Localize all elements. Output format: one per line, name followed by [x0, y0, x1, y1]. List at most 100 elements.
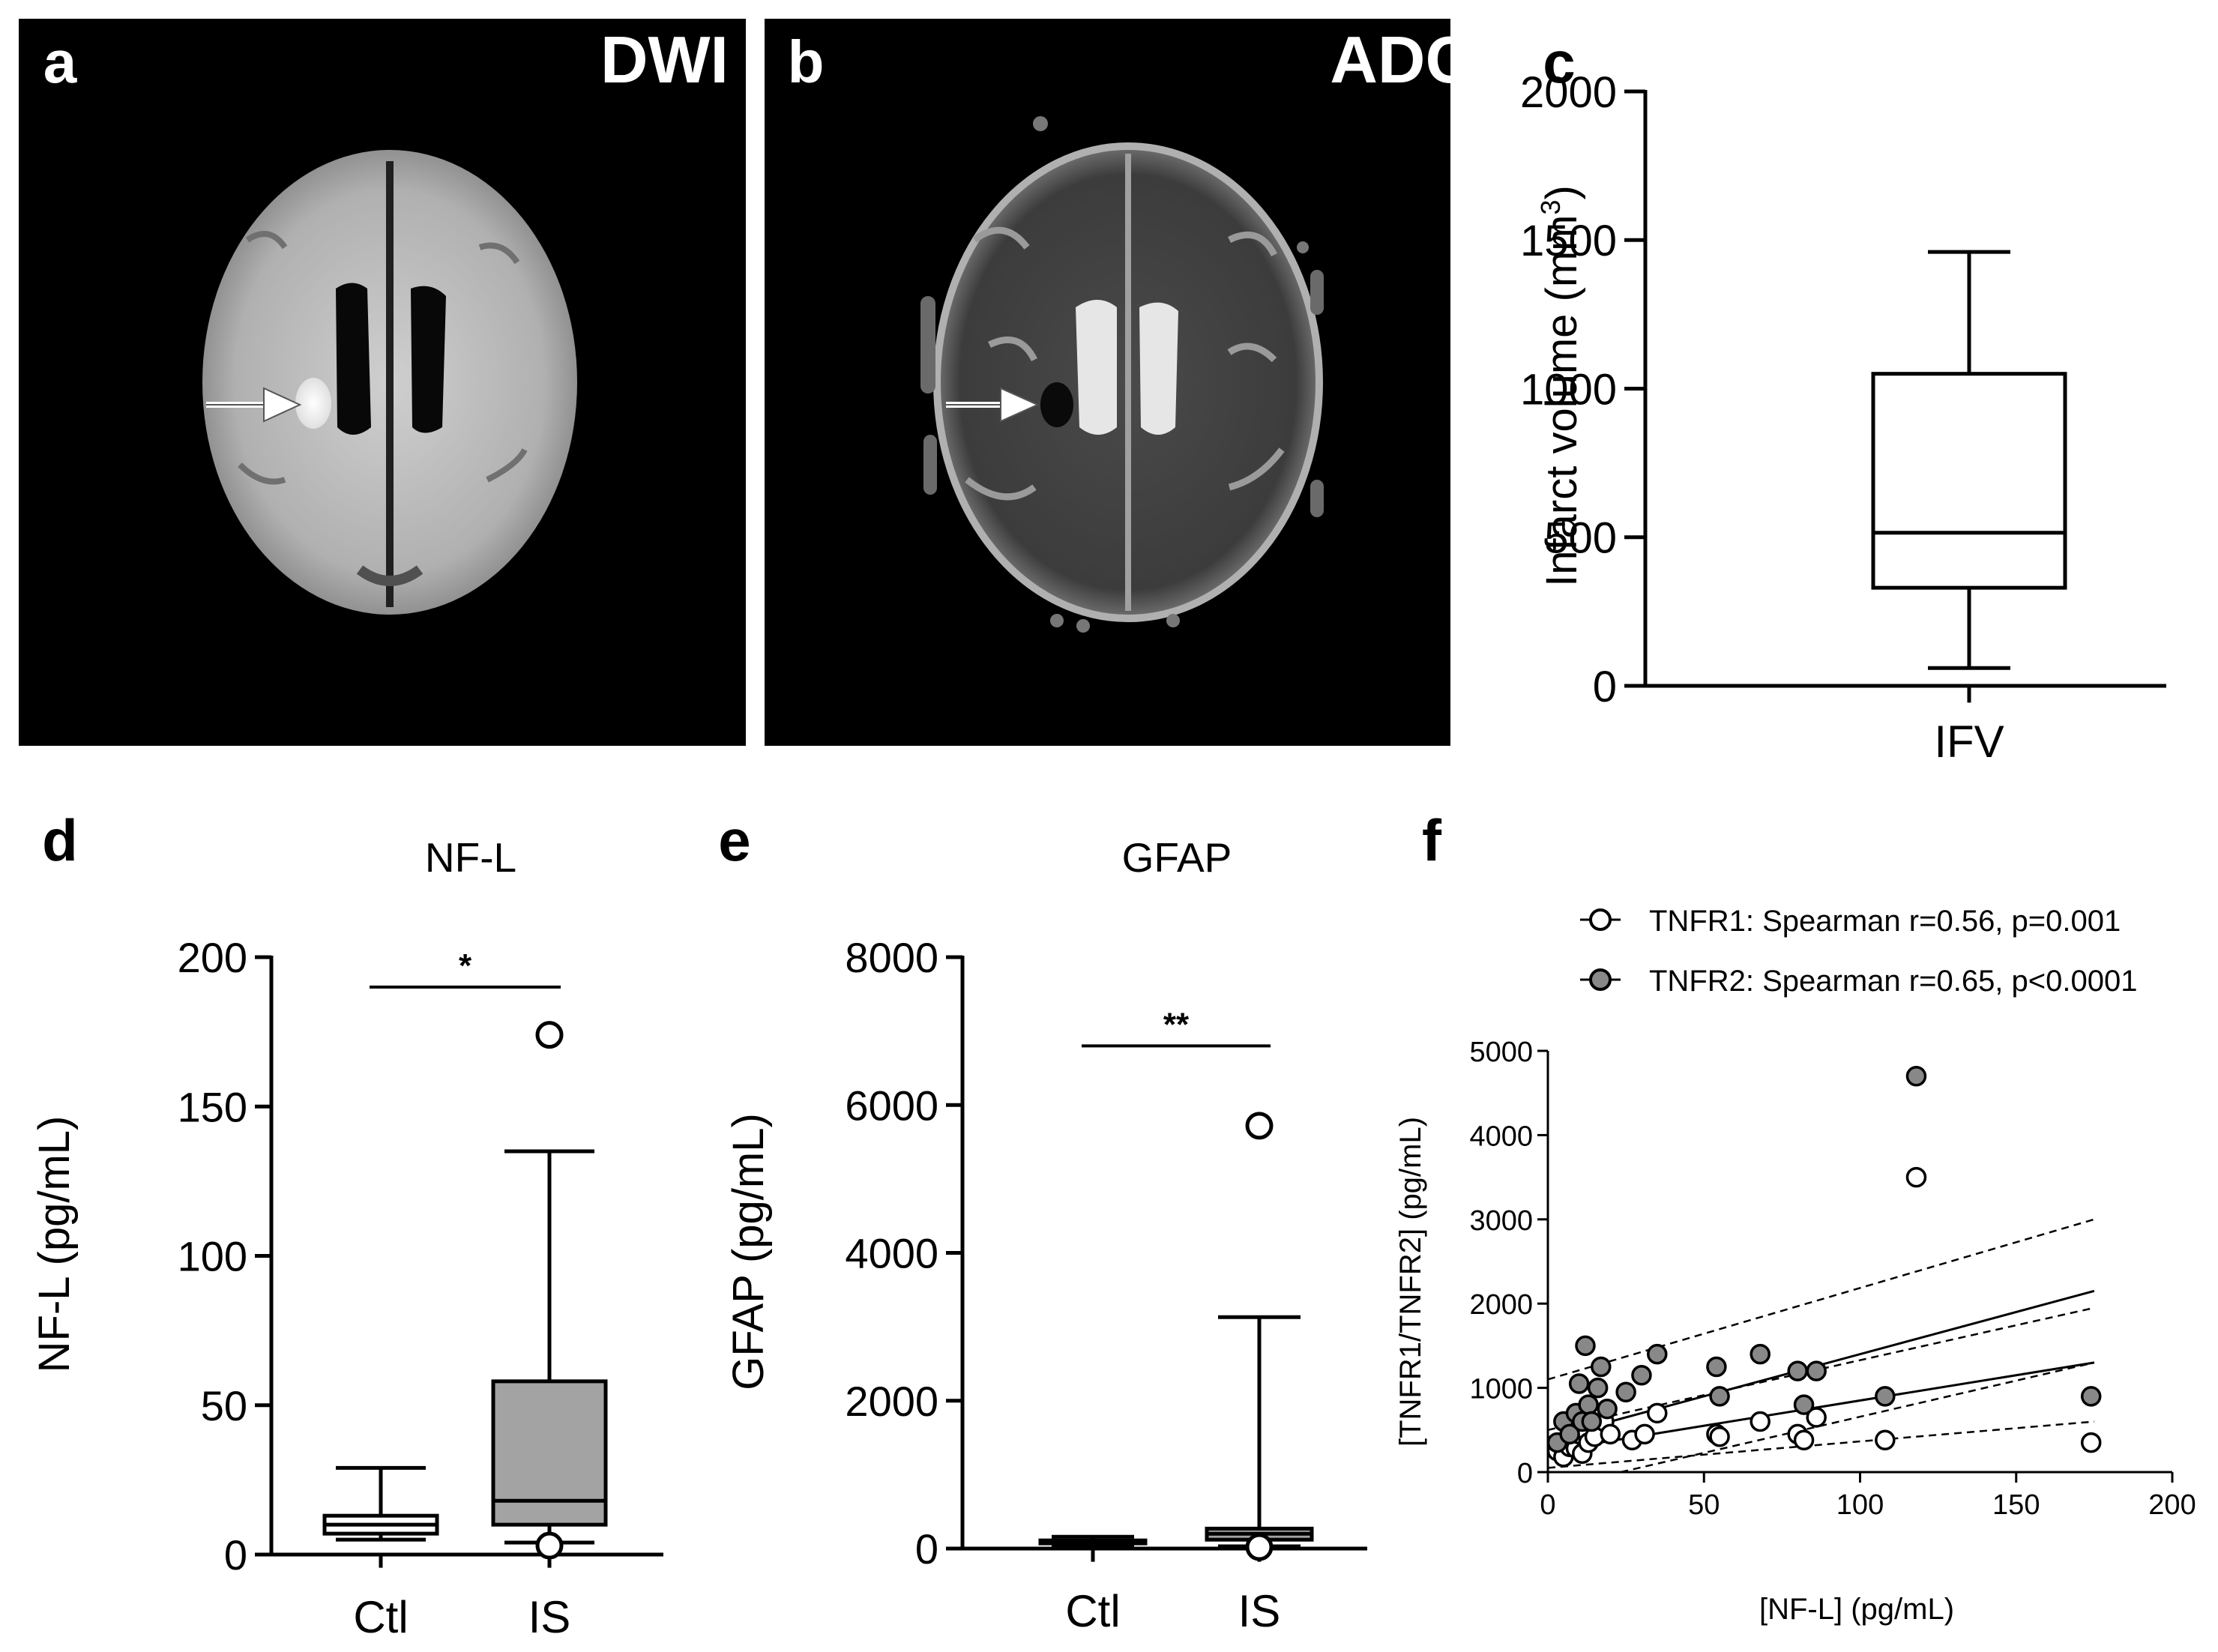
chart-f-scatter: TNFR1: Spearman r=0.56, p=0.001 TNFR2: S…: [1394, 905, 2196, 1626]
chart-f-tnfr1-point: [1750, 1411, 1771, 1432]
chart-f-tnfr2-point: [1575, 1335, 1596, 1357]
chart-f-tnfr2-point: [1905, 1065, 1927, 1087]
c-box-ifv: [1871, 372, 2067, 590]
chart-f-ytick-label: 4000: [1469, 1121, 1533, 1152]
adc-lesion: [1040, 382, 1073, 427]
chart-f-tnfr2-point: [1647, 1343, 1668, 1365]
chart-c-category-label: IFV: [1934, 717, 2004, 767]
chart-f-tnfr1-point: [1806, 1407, 1827, 1428]
chart-e-ylabel: GFAP (pg/mL): [724, 1113, 773, 1390]
legend-tnfr1-marker: [1589, 908, 1612, 931]
dwi-arrow-icon: [206, 387, 302, 423]
e-significance-label: **: [1163, 1006, 1190, 1043]
e-outlier: [1245, 1533, 1274, 1561]
c-ytick-label: 1500: [1520, 217, 1617, 265]
chart-f-tnfr2-point: [1581, 1411, 1603, 1432]
legend-tnfr2-label: TNFR2: Spearman r=0.65, p<0.0001: [1649, 965, 2137, 998]
chart-d-nfl: NF-L NF-L (pg/mL) Ctl IS 0 50 100 150 200 *: [30, 834, 663, 1642]
chart-f-tnfr1-point: [1647, 1402, 1668, 1424]
d-ytick-label: 200: [178, 934, 247, 981]
chart-f-tnfr2-point: [2080, 1386, 2102, 1407]
chart-e-category-ctl: Ctl: [1065, 1586, 1120, 1636]
d-ytick-label: 0: [224, 1531, 247, 1579]
chart-f-tnfr1-point: [1793, 1429, 1815, 1451]
panel-d-letter: d: [42, 807, 78, 873]
chart-c-ylabel-main: Infarct volume (mm: [1537, 215, 1586, 587]
panel-f-letter: f: [1422, 807, 1442, 873]
chart-f-xtick-label: 100: [1836, 1489, 1884, 1521]
chart-c-infarct-volume: Infarct volume (mm3) IFV 0 500 1000 1500 200…: [1520, 68, 2166, 767]
chart-f-tnfr2-point: [1875, 1386, 1896, 1407]
panel-b-adc-image: b ADC: [765, 19, 1473, 746]
chart-f-tnfr2-point: [1787, 1360, 1808, 1381]
chart-f-xtick-label: 50: [1688, 1489, 1720, 1521]
chart-f-xlabel: [NF-L] (pg/mL): [1759, 1593, 1954, 1626]
d-significance-label: *: [459, 947, 472, 984]
panel-b-label: ADC: [1330, 22, 1473, 97]
chart-f-xtick-label: 150: [1992, 1489, 2040, 1521]
panel-a-dwi-image: a DWI: [19, 19, 746, 746]
c-ytick-label: 0: [1593, 663, 1617, 711]
chart-f-tnfr1-point: [1600, 1423, 1621, 1445]
d-ytick-label: 150: [178, 1083, 247, 1130]
chart-f-xtick-label: 0: [1540, 1489, 1555, 1521]
chart-f-tnfr1-point: [1709, 1426, 1730, 1447]
chart-e-category-is: IS: [1238, 1586, 1281, 1636]
c-ytick-label: 500: [1544, 514, 1617, 563]
chart-f-legend: TNFR1: Spearman r=0.56, p=0.001 TNFR2: S…: [1580, 905, 2137, 998]
panel-e-letter: e: [718, 807, 750, 873]
chart-f-tnfr1-point: [1905, 1166, 1927, 1188]
chart-c-ylabel-sup: 3: [1535, 199, 1566, 214]
chart-f-tnfr1-point: [1634, 1423, 1655, 1445]
chart-d-category-ctl: Ctl: [353, 1592, 408, 1642]
chart-c-ylabel-end: ): [1537, 185, 1586, 199]
dwi-brain-illustration: [202, 150, 577, 615]
chart-e-gfap: GFAP GFAP (pg/mL) Ctl IS 0 2000 4000 6000 80…: [724, 834, 1367, 1636]
chart-f-ytick-label: 5000: [1469, 1037, 1533, 1068]
dwi-lesion: [295, 378, 331, 429]
chart-f-tnfr2-point: [1806, 1360, 1827, 1381]
e-ytick-label: 2000: [845, 1378, 938, 1425]
chart-d-category-is: IS: [528, 1592, 571, 1642]
d-ytick-label: 50: [201, 1382, 247, 1429]
chart-f-tnfr2-point: [1587, 1377, 1609, 1399]
c-ytick-label: 1000: [1520, 365, 1617, 414]
chart-d-ylabel: NF-L (pg/mL): [30, 1116, 79, 1373]
legend-tnfr2-marker: [1589, 968, 1612, 991]
chart-f-tnfr2-point: [1631, 1364, 1652, 1386]
chart-f-tnfr1-ci-upper: [1547, 1306, 2095, 1432]
e-ytick-label: 0: [915, 1525, 938, 1573]
chart-f-tnfr2-point: [1793, 1394, 1815, 1415]
chart-c-ylabel: Infarct volume (mm3): [1535, 185, 1586, 587]
e-ytick-label: 4000: [845, 1230, 938, 1277]
chart-f-tnfr2-point: [1750, 1343, 1771, 1365]
chart-f-tnfr2-point: [1591, 1356, 1612, 1378]
chart-f-ytick-label: 0: [1517, 1458, 1533, 1489]
d-outlier: [535, 1021, 564, 1049]
e-ytick-label: 8000: [845, 934, 938, 981]
panel-a-label: DWI: [600, 22, 729, 97]
e-outlier: [1245, 1112, 1274, 1140]
adc-arrow-icon: [946, 387, 1040, 423]
chart-f-tnfr2-point: [1706, 1356, 1727, 1378]
chart-f-tnfr2-point: [1559, 1423, 1580, 1445]
legend-tnfr1-label: TNFR1: Spearman r=0.56, p=0.001: [1649, 905, 2121, 938]
chart-f-ytick-label: 1000: [1469, 1374, 1533, 1405]
chart-f-tnfr2-ci-lower: [1620, 1361, 2095, 1474]
chart-d-title: NF-L: [425, 834, 516, 881]
chart-f-ytick-label: 2000: [1469, 1289, 1533, 1321]
panel-c-letter: c: [1543, 29, 1575, 95]
chart-f-tnfr1-point: [1875, 1429, 1896, 1451]
chart-f-tnfr2-point: [1709, 1386, 1730, 1407]
chart-f-ylabel: [TNFR1/TNFR2] (pg/mL): [1394, 1117, 1427, 1447]
chart-f-tnfr2-point: [1597, 1398, 1618, 1420]
panel-b-letter: b: [788, 28, 825, 95]
chart-f-tnfr2-point: [1578, 1394, 1599, 1415]
chart-f-tnfr2-ci-upper: [1547, 1218, 2095, 1381]
adc-brain-illustration: [920, 116, 1324, 633]
panel-a-letter: a: [43, 28, 77, 95]
chart-f-tnfr2-point: [1615, 1381, 1636, 1402]
d-ytick-label: 100: [178, 1233, 247, 1280]
e-ytick-label: 6000: [845, 1082, 938, 1129]
chart-f-tnfr1-point: [2080, 1432, 2102, 1453]
